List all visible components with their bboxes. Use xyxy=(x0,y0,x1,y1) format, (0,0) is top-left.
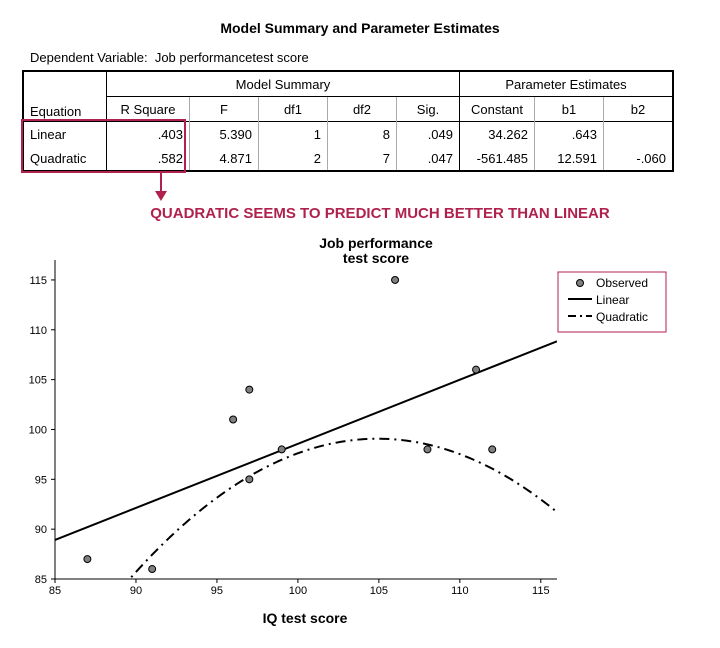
x-tick-label: 105 xyxy=(370,585,388,597)
row-constant: -561.485 xyxy=(459,146,535,171)
header-f: F xyxy=(189,96,259,122)
chart-legend: Observed Linear Quadratic xyxy=(557,271,667,333)
legend-label: Observed xyxy=(596,276,648,290)
row-sig: .047 xyxy=(396,146,460,171)
y-tick-label: 115 xyxy=(29,275,47,287)
y-tick-label: 110 xyxy=(29,325,47,337)
row-r-square: .582 xyxy=(106,146,190,171)
header-df2: df2 xyxy=(327,96,397,122)
header-sig: Sig. xyxy=(396,96,460,122)
row-r-square: .403 xyxy=(106,121,190,146)
chart-ticks: 85 90 95 100 105 110 115 85 90 95 100 105 110 115 xyxy=(29,275,550,597)
chart-title-line-2: test score xyxy=(342,250,410,266)
row-df1: 2 xyxy=(258,146,328,171)
row-b2: -.060 xyxy=(636,150,666,166)
y-tick-label: 95 xyxy=(35,474,47,486)
row-equation: Quadratic xyxy=(23,146,107,171)
table-row: Quadratic .582 4.871 2 7 .047 -561.485 1… xyxy=(23,146,673,171)
chart-axes xyxy=(54,260,557,580)
row-equation: Linear xyxy=(23,121,107,146)
linear-fit-line xyxy=(55,340,557,541)
legend-label: Quadratic xyxy=(596,310,648,324)
observed-point xyxy=(229,415,238,424)
header-equation: Equation xyxy=(23,71,107,122)
header-b2: b2 xyxy=(630,101,646,117)
observed-point xyxy=(391,275,400,284)
y-tick-label: 85 xyxy=(35,574,47,586)
header-b1: b1 xyxy=(534,96,604,122)
row-f: 4.871 xyxy=(189,146,259,171)
chart-title: Job performance test score xyxy=(0,236,720,266)
dependent-variable: Dependent Variable: Job performancetest … xyxy=(30,50,309,65)
observed-point xyxy=(488,445,497,454)
observed-point xyxy=(472,365,481,374)
observed-point xyxy=(245,475,254,484)
x-tick-label: 115 xyxy=(532,585,550,597)
callout-overlay xyxy=(21,119,186,201)
table-row: Linear .403 5.390 1 8 .049 34.262 .643 xyxy=(23,121,673,146)
chart-title-line-1: Job performance xyxy=(319,235,433,251)
callout-box xyxy=(21,119,186,173)
fit-lines xyxy=(55,340,557,579)
observed-point xyxy=(148,565,157,574)
dependent-variable-value: Job performancetest score xyxy=(154,50,309,65)
group-model-summary: Model Summary xyxy=(106,71,460,97)
x-axis-label: IQ test score xyxy=(262,610,348,626)
y-tick-label: 100 xyxy=(29,424,47,436)
observed-point xyxy=(245,385,254,394)
x-tick-label: 85 xyxy=(49,585,61,597)
row-df2: 8 xyxy=(327,121,397,146)
row-constant: 34.262 xyxy=(459,121,535,146)
x-tick-label: 90 xyxy=(130,585,142,597)
model-summary-table: Equation Model Summary Parameter Estimat… xyxy=(22,70,674,172)
scatter-chart: 85 90 95 100 105 110 115 85 90 95 100 105 110 115 Obs… xyxy=(29,260,667,597)
row-b1: .643 xyxy=(534,121,604,146)
x-tick-label: 95 xyxy=(211,585,223,597)
header-r-square: R Square xyxy=(106,96,190,122)
y-tick-label: 105 xyxy=(29,375,47,387)
row-sig: .049 xyxy=(396,121,460,146)
legend-box xyxy=(557,271,667,333)
observed-point xyxy=(83,555,92,564)
quadratic-fit-curve xyxy=(128,437,557,579)
x-tick-label: 110 xyxy=(451,585,469,597)
observed-points xyxy=(83,275,497,574)
callout-arrow-head xyxy=(155,191,167,201)
x-tick-label: 100 xyxy=(289,585,307,597)
observed-point xyxy=(423,445,432,454)
observed-point xyxy=(277,445,286,454)
legend-label: Linear xyxy=(596,293,629,307)
row-b1: 12.591 xyxy=(534,146,604,171)
group-parameter-estimates: Parameter Estimates xyxy=(459,71,673,97)
row-df2: 7 xyxy=(327,146,397,171)
header-df1: df1 xyxy=(258,96,328,122)
header-constant: Constant xyxy=(459,96,535,122)
row-df1: 1 xyxy=(258,121,328,146)
row-f: 5.390 xyxy=(189,121,259,146)
dependent-variable-label: Dependent Variable: xyxy=(30,50,148,65)
annotation-text: QUADRATIC SEEMS TO PREDICT MUCH BETTER T… xyxy=(150,205,610,222)
y-tick-label: 90 xyxy=(35,524,47,536)
table-title: Model Summary and Parameter Estimates xyxy=(220,20,500,36)
legend-observed-marker xyxy=(576,279,584,287)
